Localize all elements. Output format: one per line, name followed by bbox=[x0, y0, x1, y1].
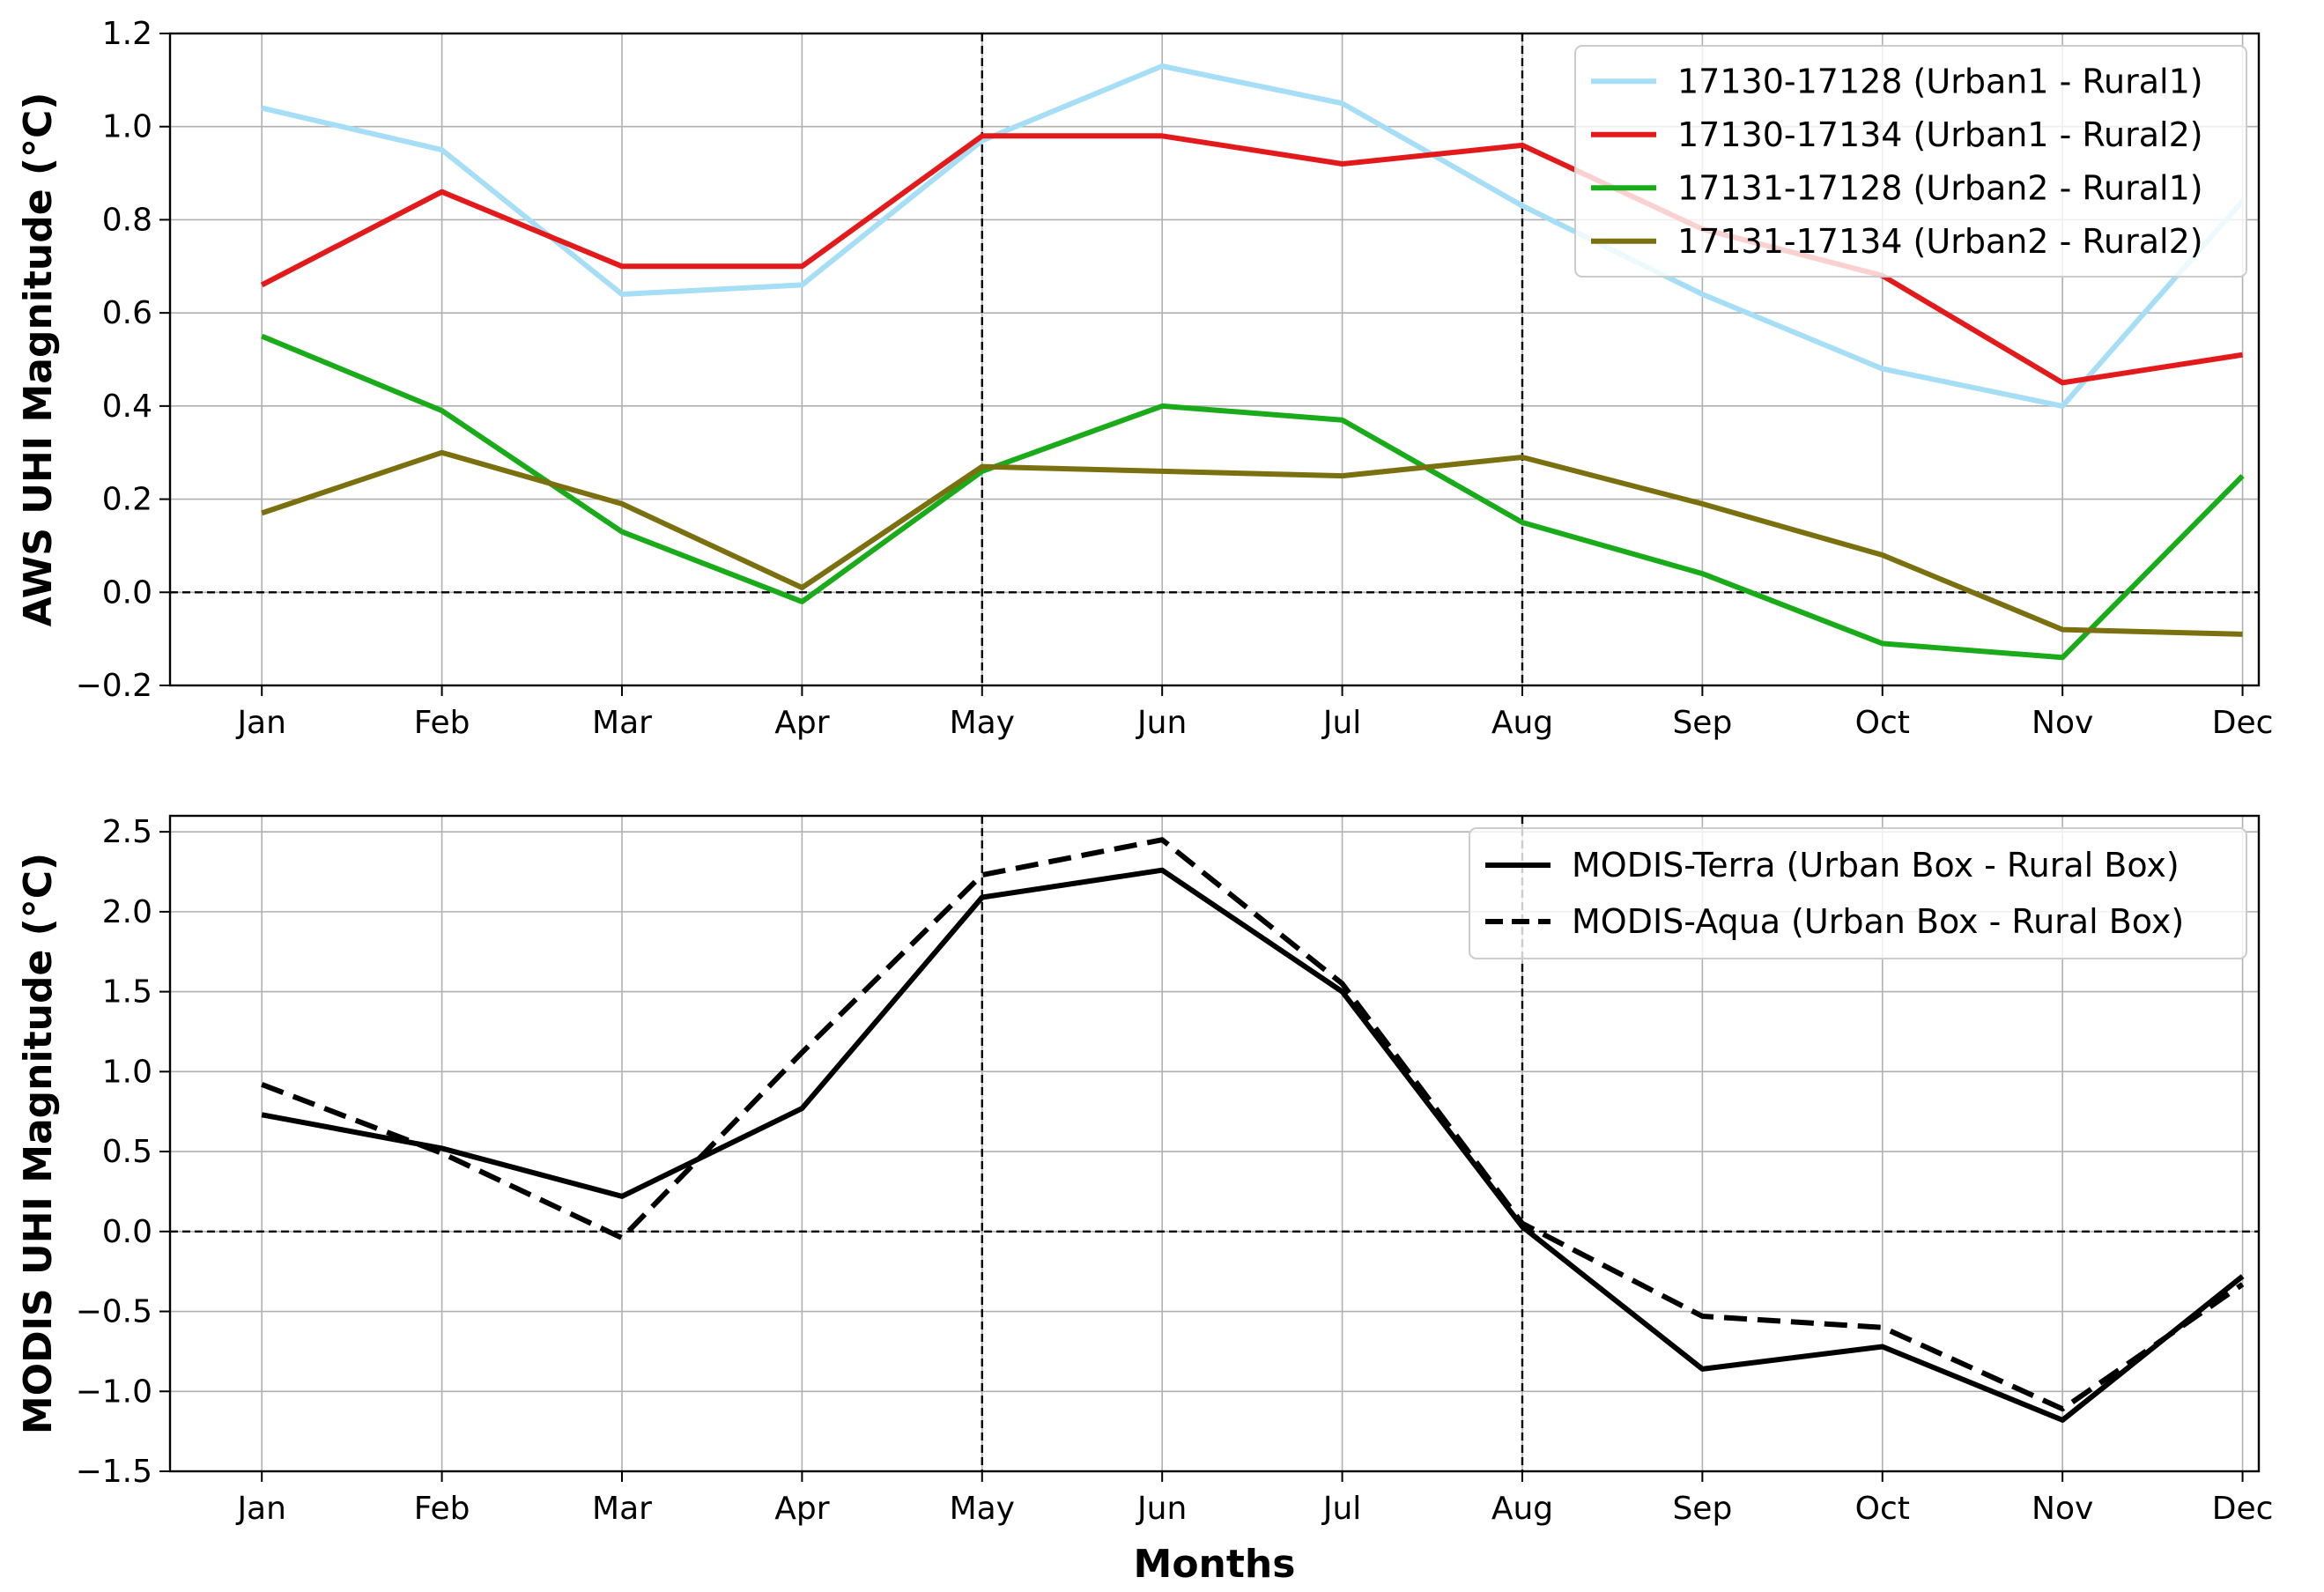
x-tick-label: Jun bbox=[1136, 705, 1187, 741]
legend: MODIS-Terra (Urban Box - Rural Box) MODIS… bbox=[1469, 827, 2247, 959]
aws-uhi-chart: Jan Feb Mar Apr May Jun Jul Aug Sep Oct Nov Dec −0.2… bbox=[16, 16, 2273, 741]
legend-label: 17130-17134 (Urban1 - Rural2) bbox=[1677, 115, 2203, 154]
y-tick-label: 0.0 bbox=[102, 1214, 152, 1250]
axes-frame bbox=[168, 814, 2261, 1473]
x-tick-label: Apr bbox=[774, 705, 829, 741]
series-line-2 bbox=[261, 333, 2245, 661]
series-line-0 bbox=[261, 867, 2245, 1423]
series-line-3 bbox=[261, 449, 2243, 637]
x-tick-label: Dec bbox=[2212, 1491, 2274, 1527]
legend-box bbox=[1574, 45, 2247, 278]
x-tick-label: Aug bbox=[1491, 705, 1553, 741]
legend: 17130-17128 (Urban1 - Rural1) 17130-17134… bbox=[1574, 45, 2247, 278]
y-tick-label: −1.5 bbox=[76, 1454, 152, 1490]
x-tick-label: Feb bbox=[414, 705, 470, 741]
legend-label: MODIS-Terra (Urban Box - Rural Box) bbox=[1572, 846, 2180, 885]
x-tick-label: Jul bbox=[1321, 1491, 1361, 1527]
y-axis-label: AWS UHI Magnitude (°C) bbox=[16, 93, 61, 627]
legend-label: 17131-17128 (Urban2 - Rural1) bbox=[1677, 168, 2203, 207]
x-tick-label: Mar bbox=[592, 1491, 652, 1527]
x-tick-label: Sep bbox=[1672, 1491, 1732, 1527]
y-tick-label: 0.6 bbox=[102, 295, 152, 331]
y-tick-label: 1.2 bbox=[102, 16, 152, 52]
y-tick-label: −1.0 bbox=[76, 1374, 152, 1410]
legend-box bbox=[1469, 827, 2247, 959]
y-tick-label: 0.5 bbox=[102, 1134, 152, 1170]
x-tick-label: May bbox=[950, 705, 1015, 741]
legend-label: 17130-17128 (Urban1 - Rural1) bbox=[1677, 62, 2203, 100]
x-tick-label: Nov bbox=[2032, 705, 2093, 741]
axes-frame bbox=[168, 32, 2261, 687]
x-tick-label: Jul bbox=[1321, 705, 1361, 741]
x-tick-label: Sep bbox=[1672, 705, 1732, 741]
legend-label: MODIS-Aqua (Urban Box - Rural Box) bbox=[1572, 902, 2184, 941]
y-tick-label: 1.0 bbox=[102, 109, 152, 145]
y-tick-label: −0.5 bbox=[76, 1294, 152, 1330]
x-tick-label: May bbox=[950, 1491, 1015, 1527]
x-tick-label: Dec bbox=[2212, 705, 2274, 741]
y-tick-label: 1.5 bbox=[102, 974, 152, 1011]
x-tick-label: Jun bbox=[1136, 1491, 1187, 1527]
y-tick-label: −0.2 bbox=[76, 668, 152, 704]
x-tick-label: Nov bbox=[2032, 1491, 2093, 1527]
x-tick-label: Jan bbox=[235, 1491, 286, 1527]
modis-uhi-chart: Jan Feb Mar Apr May Jun Jul Aug Sep Oct Nov Dec −1.5… bbox=[16, 814, 2273, 1587]
series-line-1 bbox=[260, 133, 2244, 386]
x-tick-label: Oct bbox=[1855, 1491, 1910, 1527]
series-line-0 bbox=[261, 63, 2245, 409]
legend-label: 17131-17134 (Urban2 - Rural2) bbox=[1677, 222, 2203, 261]
y-tick-label: 0.0 bbox=[102, 574, 152, 611]
x-tick-label: Apr bbox=[774, 1491, 829, 1527]
x-tick-label: Oct bbox=[1855, 705, 1910, 741]
y-tick-label: 1.0 bbox=[102, 1054, 152, 1090]
y-tick-label: 2.0 bbox=[102, 894, 152, 930]
x-tick-label: Jan bbox=[235, 705, 286, 741]
y-tick-label: 0.8 bbox=[102, 202, 152, 238]
x-tick-label: Mar bbox=[592, 705, 652, 741]
x-tick-label: Feb bbox=[414, 1491, 470, 1527]
y-tick-label: 0.2 bbox=[102, 482, 152, 518]
y-tick-label: 0.4 bbox=[102, 389, 152, 425]
x-axis-label: Months bbox=[1134, 1542, 1296, 1587]
y-tick-label: 2.5 bbox=[102, 814, 152, 850]
x-tick-label: Aug bbox=[1491, 1491, 1553, 1527]
y-axis-label: MODIS UHI Magnitude (°C) bbox=[16, 853, 61, 1434]
